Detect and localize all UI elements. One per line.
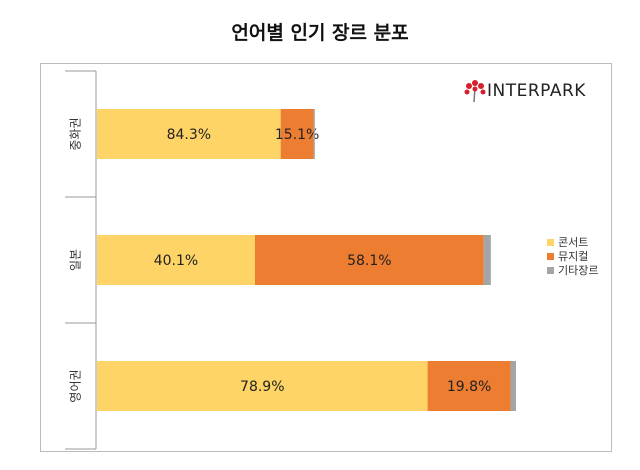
legend-item: 기타장르 <box>547 263 598 277</box>
bar-segment-0 <box>97 361 428 411</box>
bar-segment-1 <box>280 109 314 159</box>
legend-label: 기타장르 <box>558 264 599 277</box>
interpark-logo: INTERPARK <box>463 80 586 102</box>
data-label: 15.1% <box>275 127 319 143</box>
category-label: 일본 <box>69 249 83 271</box>
bar-segment-2 <box>313 109 315 159</box>
data-label: 40.1% <box>154 253 198 269</box>
bar-segment-1 <box>427 361 511 411</box>
category-label: 영어권 <box>69 369 83 402</box>
logo-text: INTERPARK <box>487 81 586 101</box>
legend-item: 콘서트 <box>547 235 598 249</box>
tree-icon <box>464 80 486 102</box>
legend-label: 콘서트 <box>558 236 589 249</box>
data-label: 84.3% <box>167 127 211 143</box>
legend-item: 뮤지컬 <box>547 249 598 263</box>
chart-frame: 중화권 84.3% 15.1% 일본 40.1% 58.1% 영어권 78.9% 19.8% <box>40 63 612 452</box>
bar-segment-2 <box>483 235 491 285</box>
data-label: 78.9% <box>240 379 284 395</box>
data-label: 19.8% <box>447 379 491 395</box>
chart-plot: 중화권 84.3% 15.1% 일본 40.1% 58.1% 영어권 78.9% 19.8% <box>65 70 516 450</box>
legend: 콘서트 뮤지컬 기타장르 <box>547 235 598 277</box>
chart-title: 언어별 인기 장르 분포 <box>231 22 409 44</box>
data-label: 58.1% <box>347 253 391 269</box>
legend-swatch-concert <box>547 238 554 246</box>
bar-segment-1 <box>254 235 484 285</box>
bar-segment-0 <box>97 235 255 285</box>
legend-label: 뮤지컬 <box>558 250 589 263</box>
legend-swatch-other <box>547 266 554 274</box>
legend-swatch-musical <box>547 252 554 260</box>
bar-segment-0 <box>97 109 281 159</box>
bar-segment-2 <box>510 361 516 411</box>
category-label: 중화권 <box>69 117 83 150</box>
